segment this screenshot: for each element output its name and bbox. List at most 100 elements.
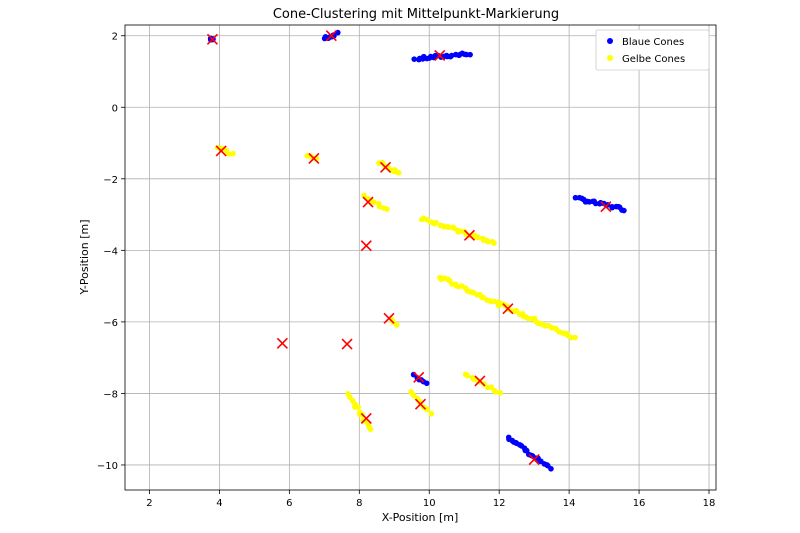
center-marker xyxy=(362,196,374,208)
yellow-cone-point xyxy=(491,240,497,246)
x-tick-label: 16 xyxy=(633,498,646,509)
yellow-cone-point xyxy=(355,404,362,411)
center-marker xyxy=(341,338,353,350)
chart-title: Cone-Clustering mit Mittelpunkt-Markieru… xyxy=(273,7,559,22)
center-marker-stroke xyxy=(325,30,337,42)
center-marker-stroke xyxy=(463,229,476,241)
legend: Blaue Cones Gelbe Cones xyxy=(595,29,710,71)
x-tick-label: 12 xyxy=(493,498,506,509)
center-marker-stroke xyxy=(206,33,218,45)
legend-marker-yellow xyxy=(607,55,613,61)
center-marker xyxy=(528,454,540,466)
blue-cone-point xyxy=(411,56,417,62)
x-tick-label: 14 xyxy=(563,498,576,509)
center-markers-series xyxy=(206,30,612,466)
center-marker xyxy=(360,240,372,252)
center-marker xyxy=(276,337,288,349)
center-marker xyxy=(379,161,392,173)
y-tick-label: −2 xyxy=(103,175,118,186)
center-marker-stroke xyxy=(528,454,540,466)
plot-frame xyxy=(124,24,717,491)
yellow-cone-point xyxy=(433,219,439,226)
center-marker xyxy=(360,412,372,425)
yellow-cone-point xyxy=(384,206,390,212)
center-marker xyxy=(206,33,218,45)
blue-cone-point xyxy=(609,204,615,211)
yellow-cone-point xyxy=(464,372,471,379)
center-marker xyxy=(325,30,337,42)
center-marker-stroke xyxy=(600,201,612,213)
center-marker xyxy=(463,229,476,241)
legend-box xyxy=(595,29,710,71)
x-axis-label: X-Position [m] xyxy=(382,511,459,524)
yellow-cone-point xyxy=(445,224,452,231)
yellow-cone-point xyxy=(225,151,232,157)
center-marker xyxy=(215,145,227,157)
yellow-cone-point xyxy=(572,334,578,341)
center-marker-stroke xyxy=(362,196,374,208)
center-marker-stroke xyxy=(360,240,372,252)
center-marker-stroke xyxy=(414,398,427,410)
x-axis: 2 4 6 8 10 12 14 16 18 xyxy=(146,490,715,509)
yellow-cone-point xyxy=(376,203,383,210)
center-marker xyxy=(414,398,427,410)
center-marker-stroke xyxy=(383,312,395,324)
center-marker xyxy=(308,152,320,164)
center-marker-stroke xyxy=(360,412,372,425)
yellow-cone-point xyxy=(495,302,502,309)
center-marker-stroke xyxy=(502,303,514,315)
y-tick-label: −4 xyxy=(103,246,118,257)
yellow-cone-point xyxy=(424,406,431,413)
blue-cone-point xyxy=(423,380,430,387)
x-tick-label: 10 xyxy=(423,498,436,509)
center-marker xyxy=(600,201,612,213)
blue-cone-point xyxy=(572,194,579,201)
legend-label-blue: Blaue Cones xyxy=(622,37,684,48)
y-axis-label: Y-Position [m] xyxy=(78,219,91,295)
yellow-cone-point xyxy=(428,411,435,417)
blue-cone-point xyxy=(467,51,473,58)
yellow-cone-point xyxy=(230,150,236,157)
y-tick-label: 2 xyxy=(112,32,118,43)
center-marker-stroke xyxy=(379,161,392,173)
center-marker xyxy=(474,375,486,387)
center-marker xyxy=(413,371,425,383)
plot-area xyxy=(124,24,717,491)
x-tick-label: 4 xyxy=(216,498,222,509)
center-marker-stroke xyxy=(413,371,425,383)
yellow-cone-point xyxy=(485,238,491,245)
center-marker-stroke xyxy=(434,49,446,61)
yellow-cone-point xyxy=(371,199,377,206)
y-axis: 2 0 −2 −4 −6 −8 −10 xyxy=(97,32,125,472)
yellow-cone-point xyxy=(395,169,402,176)
x-tick-label: 18 xyxy=(703,498,716,509)
center-marker-stroke xyxy=(474,375,486,387)
blue-cone-point xyxy=(621,207,627,214)
legend-label-yellow: Gelbe Cones xyxy=(622,54,685,65)
center-marker-stroke xyxy=(215,145,227,157)
yellow-cone-point xyxy=(475,234,481,241)
yellow-cone-point xyxy=(361,192,367,199)
center-marker xyxy=(383,312,395,324)
yellow-cone-point xyxy=(393,322,400,328)
gridlines xyxy=(125,25,716,490)
x-tick-label: 8 xyxy=(356,498,362,509)
yellow-cone-point xyxy=(492,389,499,395)
x-tick-label: 2 xyxy=(146,498,152,509)
y-tick-label: 0 xyxy=(112,103,118,114)
yellow-cone-point xyxy=(497,390,504,396)
center-marker xyxy=(502,303,514,315)
plot-background xyxy=(125,25,716,490)
center-marker xyxy=(434,49,446,61)
blue-cone-point xyxy=(548,465,554,472)
center-marker-stroke xyxy=(308,152,320,164)
y-tick-label: −6 xyxy=(103,318,118,329)
y-tick-label: −8 xyxy=(103,389,118,400)
yellow-cone-point xyxy=(367,426,374,433)
legend-marker-blue xyxy=(607,38,613,44)
x-tick-label: 6 xyxy=(286,498,292,509)
center-marker-stroke xyxy=(341,338,353,350)
y-tick-label: −10 xyxy=(97,461,118,472)
center-marker-stroke xyxy=(276,337,288,349)
